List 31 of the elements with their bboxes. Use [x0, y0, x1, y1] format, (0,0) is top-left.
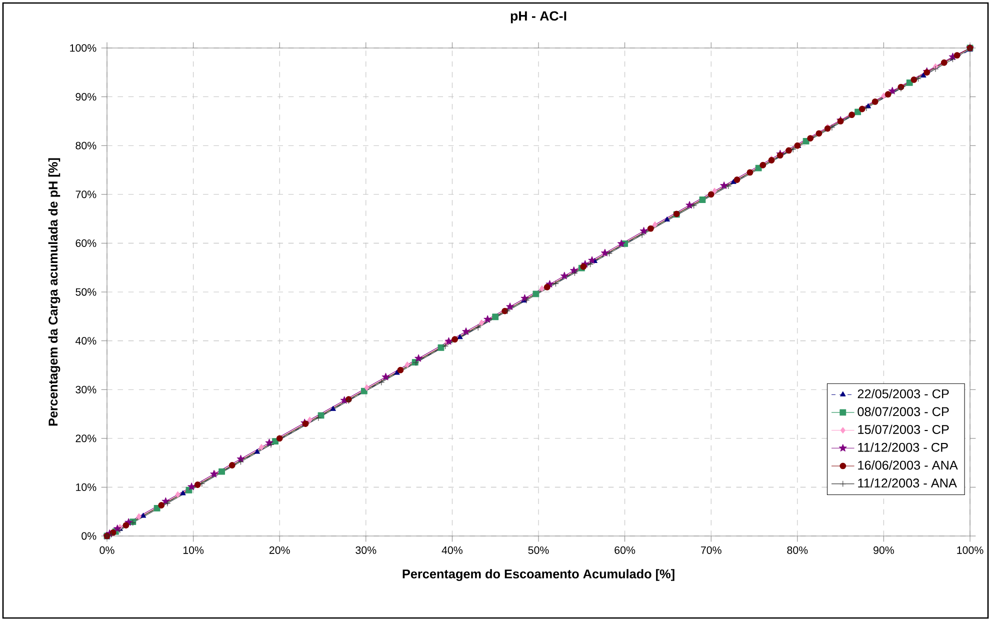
x-tick-label: 30% [356, 546, 376, 554]
legend-label: 16/06/2003 - ANA [858, 460, 958, 470]
chart-title: pH - AC-I [510, 11, 566, 24]
x-tick-label: 20% [269, 546, 290, 554]
legend-label: 22/05/2003 - CP [858, 389, 949, 398]
x-tick-label: 80% [787, 546, 808, 554]
y-tick-label: 60% [76, 239, 96, 247]
y-tick-label: 0% [82, 532, 96, 540]
y-tick-label: 10% [76, 483, 96, 491]
x-tick-label: 10% [183, 546, 204, 554]
x-tick-label: 50% [528, 546, 549, 554]
x-tick-label: 100% [957, 546, 984, 554]
legend-label: 11/12/2003 - CP [858, 442, 948, 452]
x-axis-title: Percentagem do Escoamento Acumulado [%] [402, 569, 674, 581]
x-tick-label: 60% [614, 546, 636, 554]
x-tick-label: 0% [100, 546, 114, 554]
y-tick-label: 90% [76, 93, 96, 101]
x-tick-label: 70% [700, 546, 722, 554]
legend-label: 08/07/2003 - CP [858, 406, 949, 416]
y-tick-label: 80% [76, 142, 96, 150]
legend-label: 15/07/2003 - CP [858, 424, 949, 434]
y-tick-label: 30% [76, 386, 96, 394]
x-tick-label: 90% [874, 546, 894, 554]
y-tick-label: 50% [76, 288, 96, 296]
y-tick-label: 20% [76, 434, 96, 442]
legend-label: 11/12/2003 - ANA [858, 478, 957, 488]
y-axis-title: Percentagem da Carga acumulada de pH [%] [48, 158, 60, 426]
x-tick-label: 40% [442, 546, 462, 554]
y-tick-label: 70% [76, 190, 96, 198]
y-tick-label: 40% [76, 337, 96, 345]
y-tick-label: 100% [70, 44, 96, 52]
